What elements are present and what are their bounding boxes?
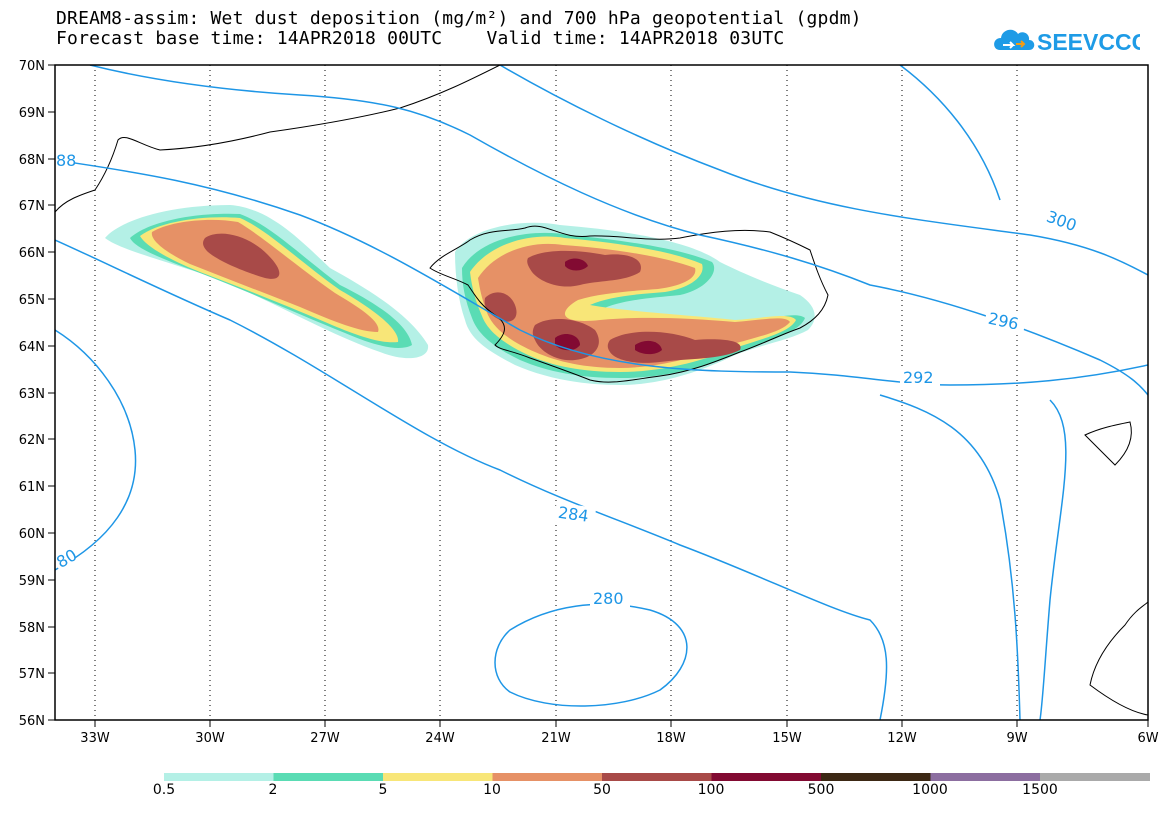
lon-label: 24W [425,731,455,746]
cloud-icon [994,29,1035,50]
lat-label: 66N [19,246,45,261]
contour-label-284: 284 [557,503,590,526]
legend-swatch [383,773,493,781]
lon-label: 6W [1137,731,1158,746]
lat-label: 57N [19,667,45,682]
lat-label: 67N [19,199,45,214]
graticule [94,65,1018,720]
lat-label: 60N [19,527,45,542]
contour-label-88: 88 [56,151,76,170]
contour-labels: 88 300 296 292 284 280 80 [53,151,1086,609]
legend-tick-label: 2 [268,782,278,798]
lat-label: 56N [19,714,45,729]
lon-label: 9W [1006,731,1027,746]
lon-label: 21W [541,731,571,746]
latitude-labels: 70N 69N 68N 67N 66N 65N 64N 63N 62N 61N … [19,59,45,729]
map-area: 88 300 296 292 284 280 80 [53,65,1148,720]
lat-label: 70N [19,59,45,74]
legend-swatch [273,773,384,781]
legend-tick-label: 10 [483,782,501,798]
legend-swatch [602,773,712,781]
dust-plume-iceland [455,222,815,385]
legend-tick-label: 0.5 [152,782,176,798]
lat-label: 64N [19,340,45,355]
lat-label: 58N [19,621,45,636]
legend-tick-label: 1000 [912,782,948,798]
legend-tick-label: 5 [378,782,388,798]
longitude-labels: 33W 30W 27W 24W 21W 18W 15W 12W 9W 6W [80,731,1158,746]
tick-marks [48,64,1149,727]
legend-tick-label: 100 [697,782,725,798]
geopotential-contours [55,65,1148,720]
lat-label: 65N [19,293,45,308]
lon-label: 15W [772,731,802,746]
legend-tick-label: 1500 [1022,782,1058,798]
logo-text: SEEVCCC [1037,29,1140,55]
legend-swatch [492,773,603,781]
lon-label: 27W [310,731,340,746]
contour-label-292: 292 [903,368,934,387]
contour-label-300: 300 [1044,207,1079,235]
legend-tick-label: 500 [807,782,835,798]
legend-swatch [821,773,931,781]
legend-colorbar [164,773,1150,781]
lat-label: 63N [19,387,45,402]
legend-tick-label: 50 [593,782,611,798]
map-title: DREAM8-assim: Wet dust deposition (mg/m²… [56,8,862,29]
lat-label: 59N [19,574,45,589]
dust-plume-west [105,205,429,359]
lon-label: 12W [887,731,917,746]
lat-label: 68N [19,153,45,168]
lat-label: 61N [19,480,45,495]
coastlines [55,65,1148,716]
legend-swatch [711,773,822,781]
contour-label-280: 280 [593,589,624,608]
lat-label: 69N [19,106,45,121]
lon-label: 30W [195,731,225,746]
legend-swatch [164,773,274,781]
lat-label: 62N [19,433,45,448]
contour-label-296: 296 [987,309,1021,334]
legend-swatch [930,773,1041,781]
map-subtitle: Forecast base time: 14APR2018 00UTC Vali… [56,28,785,49]
seevccc-logo: SEEVCCC [994,29,1140,55]
contour-label-80: 80 [53,545,80,572]
legend-swatch [1040,773,1150,781]
lon-label: 33W [80,731,110,746]
lon-label: 18W [656,731,686,746]
